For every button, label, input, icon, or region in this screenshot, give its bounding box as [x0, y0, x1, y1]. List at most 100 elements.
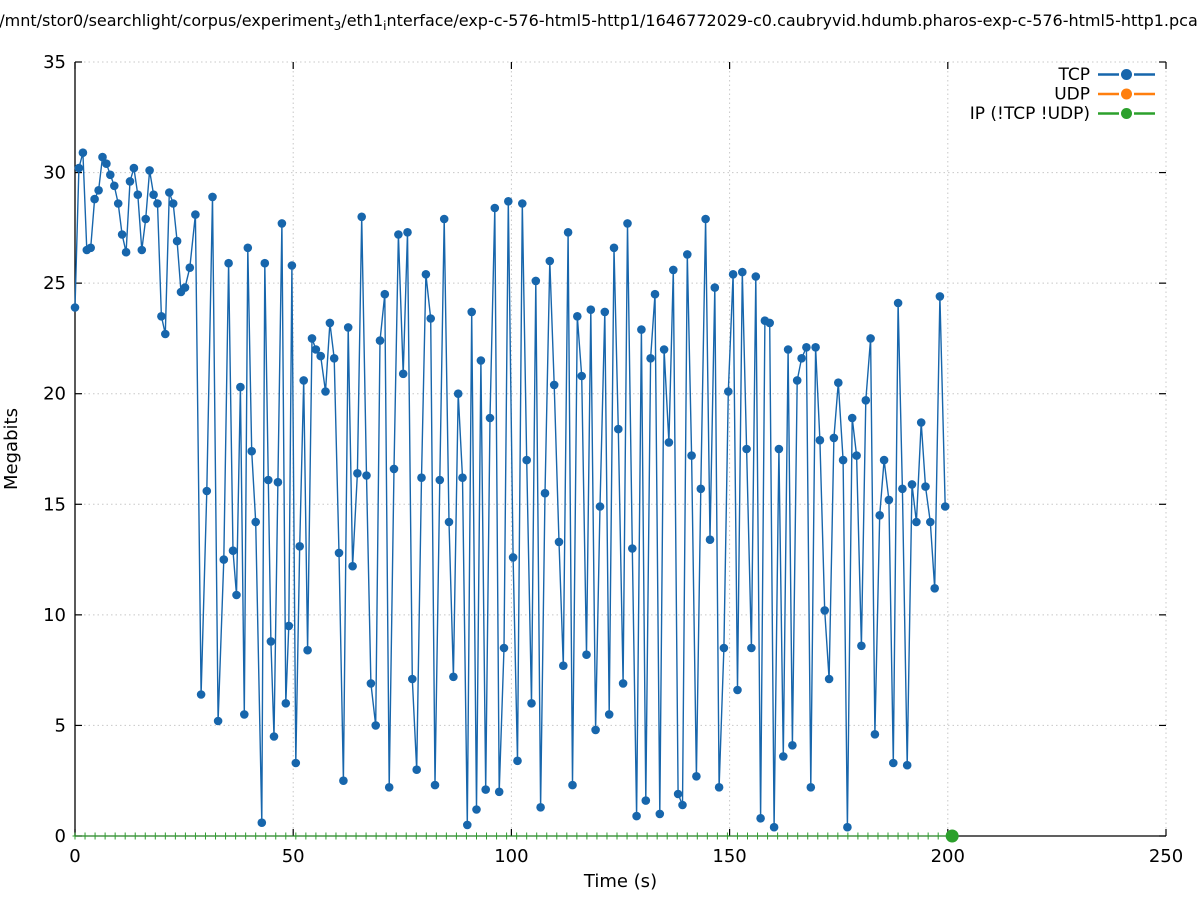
tcp-point-marker	[121, 247, 131, 257]
tcp-point-marker	[815, 435, 825, 445]
tcp-point-marker	[435, 475, 445, 485]
x-tick-label: 250	[1149, 846, 1183, 867]
tcp-point-marker	[834, 378, 843, 388]
tcp-point-marker	[838, 455, 848, 465]
tcp-point-marker	[299, 376, 309, 385]
chart-title: /mnt/stor0/searchlight/corpus/experiment…	[0, 11, 1197, 33]
tcp-point-marker	[710, 283, 720, 292]
tcp-point-marker	[98, 152, 107, 162]
tcp-point-marker	[398, 369, 408, 379]
chart-title-part2: /eth1	[341, 11, 384, 30]
tcp-point-marker	[403, 228, 412, 237]
tcp-point-marker	[353, 469, 362, 478]
tcp-point-marker	[266, 637, 276, 646]
chart-title-part1: /mnt/stor0/searchlight/corpus/experiment	[0, 11, 334, 30]
tcp-point-marker	[806, 783, 816, 792]
tcp-point-marker	[251, 517, 260, 527]
tcp-point-marker	[916, 418, 926, 427]
tcp-point-marker	[604, 710, 614, 719]
tcp-point-marker	[260, 258, 270, 268]
tcp-point-marker	[343, 323, 353, 332]
legend-label-tcp: TCP	[1057, 65, 1090, 85]
tcp-point-marker	[316, 351, 326, 361]
tcp-point-marker	[902, 760, 912, 770]
tcp-point-marker	[774, 444, 784, 454]
tcp-point-marker	[513, 756, 522, 766]
tcp-point-marker	[650, 289, 660, 299]
tcp-point-marker	[224, 258, 233, 268]
tcp-point-marker	[907, 480, 917, 489]
tcp-point-marker	[728, 270, 738, 279]
tcp-point-marker	[463, 820, 472, 830]
tcp-point-marker	[90, 194, 99, 204]
tcp-point-marker	[161, 329, 170, 339]
tcp-point-marker	[738, 267, 747, 277]
y-axis-label: Megabits	[1, 408, 22, 490]
tcp-point-marker	[609, 243, 619, 253]
tcp-point-marker	[247, 446, 256, 456]
tcp-point-marker	[568, 780, 577, 790]
tcp-point-marker	[788, 741, 797, 750]
legend-marker-sample	[1121, 88, 1132, 100]
tcp-point-marker	[659, 345, 669, 354]
tcp-point-marker	[870, 730, 880, 739]
tcp-point-marker	[522, 455, 531, 465]
tcp-point-marker	[930, 584, 939, 593]
tcp-point-marker	[490, 203, 500, 213]
tcp-point-marker	[137, 245, 147, 255]
tcp-point-marker	[866, 334, 875, 343]
tcp-point-marker	[664, 438, 674, 447]
tcp-point-marker	[485, 413, 495, 423]
tcp-point-marker	[232, 590, 241, 600]
tcp-point-marker	[243, 243, 253, 253]
tcp-point-marker	[802, 343, 811, 352]
tcp-point-marker	[348, 561, 357, 571]
tcp-point-marker	[518, 199, 527, 208]
tcp-point-marker	[792, 376, 802, 385]
tcp-point-marker	[102, 159, 111, 168]
tcp-point-marker	[213, 716, 223, 726]
tcp-point-marker	[339, 776, 348, 785]
tcp-point-marker	[921, 482, 930, 491]
tcp-point-marker	[375, 336, 385, 345]
tcp-point-marker	[394, 230, 403, 239]
tcp-point-marker	[701, 214, 710, 224]
tcp-point-marker	[600, 307, 610, 317]
tcp-point-marker	[692, 772, 701, 781]
tcp-point-marker	[157, 312, 166, 321]
x-axis-label: Time (s)	[583, 871, 657, 892]
tcp-point-marker	[307, 334, 317, 343]
x-tick-label: 150	[712, 846, 746, 867]
tcp-point-marker	[926, 517, 935, 527]
chart-title-sub2: i	[383, 19, 387, 34]
tcp-point-marker	[628, 544, 637, 553]
tcp-point-marker	[935, 292, 945, 301]
tcp-point-marker	[751, 272, 761, 281]
tcp-point-marker	[747, 643, 756, 653]
y-tick-label: 25	[43, 273, 66, 294]
tcp-point-marker	[165, 188, 174, 197]
tcp-point-marker	[149, 190, 158, 199]
tcp-point-marker	[172, 236, 182, 246]
tcp-point-marker	[106, 170, 115, 180]
tcp-point-marker	[499, 643, 509, 653]
tcp-point-marker	[269, 732, 279, 741]
tcp-point-marker	[281, 699, 291, 708]
tcp-point-marker	[898, 484, 907, 494]
tcp-point-marker	[219, 555, 229, 564]
tcp-point-marker	[852, 451, 861, 460]
tcp-point-marker	[573, 312, 582, 321]
tcp-point-marker	[291, 758, 301, 768]
tcp-point-marker	[879, 455, 889, 465]
tcp-point-marker	[421, 270, 431, 279]
tcp-point-marker	[504, 197, 513, 206]
tcp-point-marker	[287, 261, 297, 270]
tcp-point-marker	[444, 517, 454, 527]
tcp-point-marker	[236, 382, 245, 392]
tcp-point-marker	[476, 356, 486, 365]
tcp-point-marker	[168, 199, 178, 208]
tcp-point-marker	[366, 679, 376, 688]
tcp-point-marker	[940, 502, 950, 511]
tcp-point-marker	[180, 283, 190, 292]
